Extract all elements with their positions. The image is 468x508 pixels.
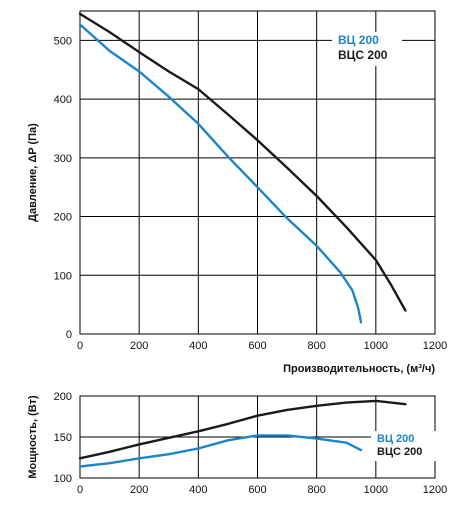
x-tick-label: 0 bbox=[77, 340, 83, 352]
x-tick-label: 200 bbox=[130, 340, 148, 352]
legend-background bbox=[332, 32, 402, 66]
x-tick-label: 400 bbox=[189, 340, 207, 352]
y-tick-label: 400 bbox=[54, 94, 72, 106]
x-tick-label: 1200 bbox=[423, 340, 447, 352]
y-tick-label: 100 bbox=[54, 270, 72, 282]
series-line-1 bbox=[78, 434, 363, 468]
x-axis-label: Производительность, (м³/ч) bbox=[283, 363, 435, 375]
x-tick-label: 800 bbox=[307, 484, 325, 496]
x-tick-label: 800 bbox=[307, 340, 325, 352]
y-tick-label: 200 bbox=[54, 212, 72, 224]
x-tick-label: 1200 bbox=[423, 484, 447, 496]
y-tick-label: 100 bbox=[54, 473, 72, 485]
plot-frame bbox=[79, 10, 436, 335]
legend-entry-2: ВЦС 200 bbox=[377, 446, 422, 458]
x-tick-label: 1000 bbox=[364, 340, 388, 352]
series-line-2 bbox=[78, 399, 407, 460]
y-tick-label: 500 bbox=[54, 35, 72, 47]
y-tick-label: 200 bbox=[54, 391, 72, 403]
x-tick-label: 1000 bbox=[364, 484, 388, 496]
y-tick-label: 300 bbox=[54, 153, 72, 165]
x-tick-label: 200 bbox=[130, 484, 148, 496]
x-tick-label: 600 bbox=[248, 484, 266, 496]
legend-entry-1: ВЦ 200 bbox=[338, 33, 379, 47]
legend-entry-2: ВЦС 200 bbox=[338, 48, 388, 62]
x-tick-label: 600 bbox=[248, 340, 266, 352]
legend-background bbox=[371, 431, 441, 461]
series-line-2 bbox=[78, 12, 407, 312]
y-tick-label: 150 bbox=[54, 432, 72, 444]
y-tick-label: 0 bbox=[66, 329, 72, 341]
chart-1: 0 200 400 600 800 1000 1200 0 100 200 300 400 500 Дав… bbox=[27, 10, 447, 375]
legend-entry-1: ВЦ 200 bbox=[377, 433, 414, 445]
y-axis-label: Давление, ΔP (Па) bbox=[27, 123, 39, 222]
y-axis-label: Мощность, (Вт) bbox=[27, 395, 39, 479]
x-tick-label: 0 bbox=[77, 484, 83, 496]
x-tick-label: 400 bbox=[189, 484, 207, 496]
chart-2: 0 200 400 600 800 1000 1200 100 150 200 Мощность, … bbox=[27, 391, 447, 496]
series-line-1 bbox=[78, 23, 363, 324]
